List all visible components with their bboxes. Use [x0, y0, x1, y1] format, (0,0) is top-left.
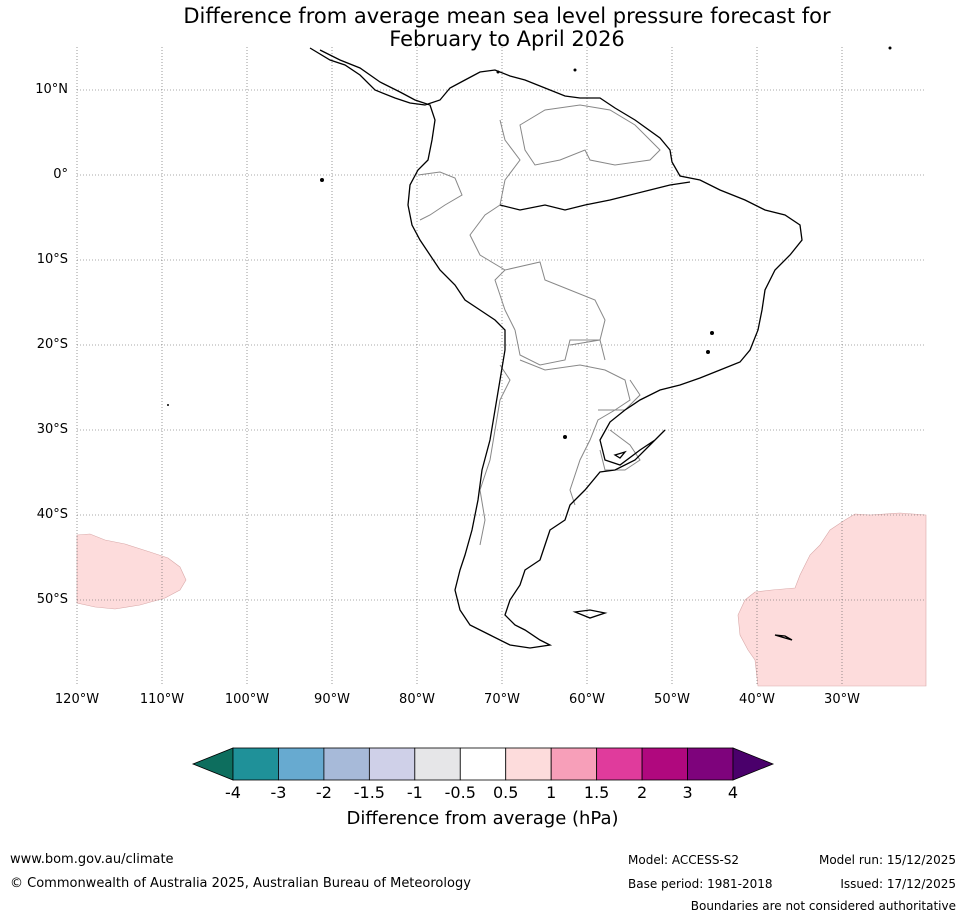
lon-label-120w: 120°W: [54, 692, 100, 707]
lon-label-40w: 40°W: [739, 692, 775, 707]
lat-label-40s: 40°S: [36, 507, 68, 522]
colorbar-cell: [459, 747, 507, 781]
colorbar-tick-label: -3: [270, 783, 287, 802]
colorbar-cell: [414, 747, 461, 781]
base-period: Base period: 1981-2018: [628, 877, 773, 891]
colorbar-tick-label: -2: [315, 783, 332, 802]
country-borders: [417, 104, 661, 546]
colorbar-cell: [641, 747, 688, 781]
map-title-line1: Difference from average mean sea level p…: [183, 4, 831, 28]
lon-label-70w: 70°W: [484, 692, 520, 707]
issued-date: Issued: 17/12/2025: [840, 877, 956, 891]
copyright-text: © Commonwealth of Australia 2025, Austra…: [10, 876, 471, 891]
colorbar-tick-label: 3: [682, 783, 693, 802]
map-title-line2: February to April 2026: [389, 27, 625, 51]
gridlines: [76, 47, 926, 686]
lat-label-50s: 50°S: [36, 592, 68, 607]
lat-label-10s: 10°S: [36, 252, 68, 267]
colorbar-cell: [687, 747, 734, 781]
colorbar-cell: [550, 747, 598, 781]
colorbar-tick-label: 0.5: [492, 783, 519, 802]
lat-label-30s: 30°S: [36, 422, 68, 437]
colorbar-cell: [505, 747, 552, 781]
colorbar-tick-label: -4: [225, 783, 241, 802]
colorbar-cell: [596, 747, 643, 781]
lon-label-80w: 80°W: [399, 692, 435, 707]
colorbar-tick-label: 1: [546, 783, 557, 802]
colorbar-arrow-high: [732, 747, 775, 781]
lon-label-30w: 30°W: [824, 692, 860, 707]
website-link[interactable]: www.bom.gov.au/climate: [10, 852, 174, 867]
lon-label-110w: 110°W: [139, 692, 185, 707]
colorbar-tick-label: -1: [406, 783, 423, 802]
colorbar-arrow-low: [191, 747, 234, 781]
lon-label-60w: 60°W: [569, 692, 605, 707]
lon-label-100w: 100°W: [224, 692, 270, 707]
colorbar-tick-label: 1.5: [583, 783, 610, 802]
colorbar-cell: [232, 747, 279, 781]
colorbar-tick-label: 2: [636, 783, 648, 802]
anomaly-patch-southeast: [737, 512, 927, 687]
lat-label-10n: 10°N: [35, 82, 68, 97]
colorbar-tick-label: -1.5: [353, 783, 385, 802]
model-name: Model: ACCESS-S2: [628, 853, 740, 867]
coastline: [309, 47, 803, 649]
colorbar-cell: [368, 747, 416, 781]
boundaries-disclaimer: Boundaries are not considered authoritat…: [690, 899, 956, 913]
colorbar-cell: [278, 747, 325, 781]
lat-label-0: 0°: [53, 167, 68, 182]
anomaly-patch-west: [76, 533, 187, 610]
lon-label-50w: 50°W: [654, 692, 690, 707]
colorbar-tick-label: -0.5: [444, 783, 476, 802]
lon-label-90w: 90°W: [314, 692, 350, 707]
islands: [167, 46, 892, 439]
lat-label-20s: 20°S: [36, 337, 68, 352]
colorbar: [191, 747, 775, 781]
map-plot: [76, 46, 927, 687]
model-run-date: Model run: 15/12/2025: [818, 853, 956, 867]
colorbar-tick-label: 4: [727, 783, 739, 802]
colorbar-cell: [323, 747, 370, 781]
colorbar-label: Difference from average (hPa): [346, 808, 619, 829]
